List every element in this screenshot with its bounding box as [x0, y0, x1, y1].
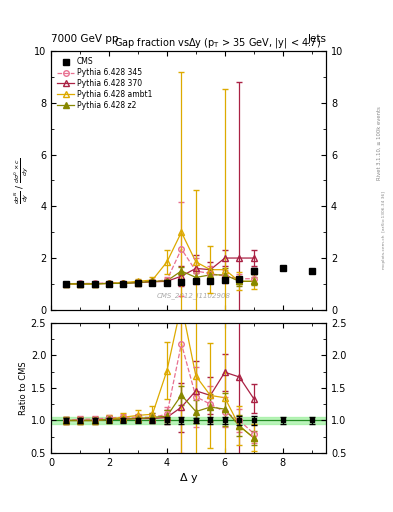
X-axis label: $\Delta$ y: $\Delta$ y [179, 471, 198, 485]
Text: Rivet 3.1.10, ≥ 100k events: Rivet 3.1.10, ≥ 100k events [377, 106, 382, 180]
Y-axis label: Ratio to CMS: Ratio to CMS [19, 361, 28, 415]
Y-axis label: $\frac{d\sigma^N}{dy}$ / $\frac{d\sigma^0 \times c}{dy}$: $\frac{d\sigma^N}{dy}$ / $\frac{d\sigma^… [13, 157, 31, 204]
Text: CMS_2012_I1102908: CMS_2012_I1102908 [157, 293, 231, 300]
Legend: CMS, Pythia 6.428 345, Pythia 6.428 370, Pythia 6.428 ambt1, Pythia 6.428 z2: CMS, Pythia 6.428 345, Pythia 6.428 370,… [55, 55, 155, 112]
Text: Jets: Jets [307, 33, 326, 44]
Text: mcplots.cern.ch  [arXiv:1306.34 36]: mcplots.cern.ch [arXiv:1306.34 36] [382, 191, 386, 269]
Text: 7000 GeV pp: 7000 GeV pp [51, 33, 119, 44]
Text: Gap fraction vs$\Delta$y (p$_\mathregular{T}$ > 35 GeV, |y| < 4.7): Gap fraction vs$\Delta$y (p$_\mathregula… [114, 36, 321, 50]
